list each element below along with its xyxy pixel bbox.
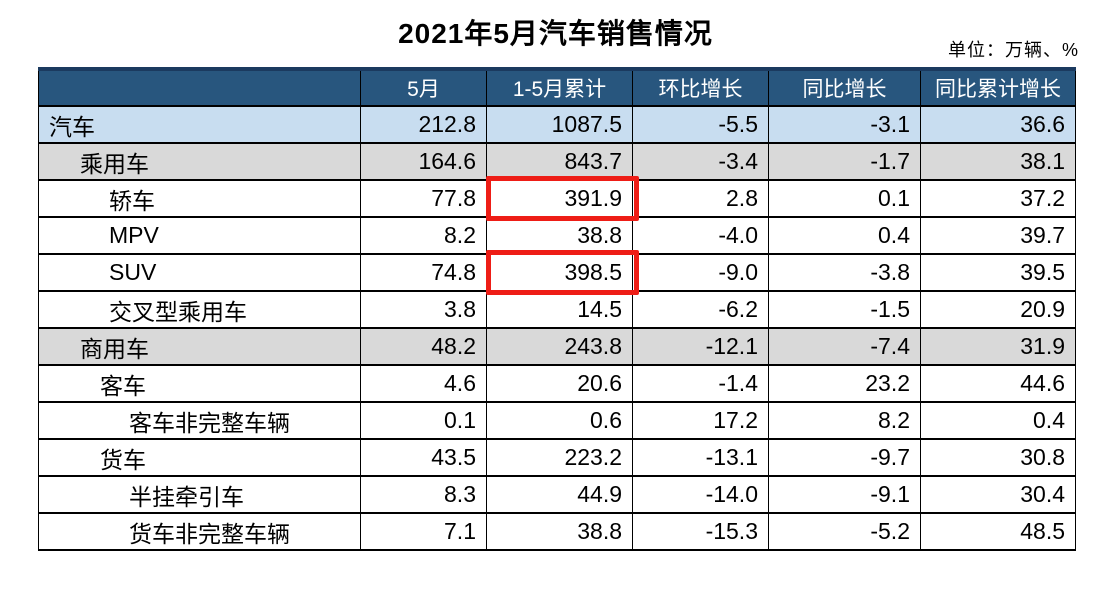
cell-value: 38.1 (920, 142, 1076, 181)
column-header: 环比增长 (632, 68, 769, 107)
cell-value: -15.3 (632, 512, 769, 551)
table-row: MPV 8.2 38.8 -4.0 0.4 39.7 (38, 216, 1076, 255)
cell-value: -9.0 (632, 253, 769, 292)
cell-value: 38.8 (486, 512, 633, 551)
cell-value: 843.7 (486, 142, 633, 181)
cell-value: -7.4 (768, 327, 921, 366)
cell-value: -9.1 (768, 475, 921, 514)
table-row: 乘用车 164.6 843.7 -3.4 -1.7 38.1 (38, 142, 1076, 181)
row-label: 货车非完整车辆 (38, 512, 361, 551)
cell-value: -3.4 (632, 142, 769, 181)
cell-value: 14.5 (486, 290, 633, 329)
row-label: 轿车 (38, 179, 361, 218)
table-row: 汽车 212.8 1087.5 -5.5 -3.1 36.6 (38, 105, 1076, 144)
cell-value: 164.6 (360, 142, 487, 181)
cell-value: 20.9 (920, 290, 1076, 329)
row-label: 汽车 (38, 105, 361, 144)
cell-value: 48.5 (920, 512, 1076, 551)
table-head: 5月 1-5月累计 环比增长 同比增长 同比累计增长 (38, 68, 1076, 107)
table-row: 客车非完整车辆 0.1 0.6 17.2 8.2 0.4 (38, 401, 1076, 440)
cell-value: -9.7 (768, 438, 921, 477)
cell-value: 39.7 (920, 216, 1076, 255)
cell-value: 36.6 (920, 105, 1076, 144)
cell-value: 7.1 (360, 512, 487, 551)
cell-value: 48.2 (360, 327, 487, 366)
row-label: 客车 (38, 364, 361, 403)
cell-value: 44.6 (920, 364, 1076, 403)
cell-value: 8.2 (768, 401, 921, 440)
column-header: 1-5月累计 (486, 68, 633, 107)
cell-value: 0.4 (920, 401, 1076, 440)
cell-value: 43.5 (360, 438, 487, 477)
cell-value: -12.1 (632, 327, 769, 366)
table-row: 货车非完整车辆 7.1 38.8 -15.3 -5.2 48.5 (38, 512, 1076, 551)
cell-value: 30.8 (920, 438, 1076, 477)
cell-value: 0.6 (486, 401, 633, 440)
cell-value: -1.7 (768, 142, 921, 181)
cell-value: 0.1 (360, 401, 487, 440)
unit-note: 单位：万辆、% (947, 40, 1079, 60)
table-row: 商用车 48.2 243.8 -12.1 -7.4 31.9 (38, 327, 1076, 366)
table-row: 交叉型乘用车 3.8 14.5 -6.2 -1.5 20.9 (38, 290, 1076, 329)
row-label: 交叉型乘用车 (38, 290, 361, 329)
cell-value: -5.2 (768, 512, 921, 551)
table-row: 轿车 77.8 391.9 2.8 0.1 37.2 (38, 176, 1076, 221)
cell-value: 17.2 (632, 401, 769, 440)
cell-value: 3.8 (360, 290, 487, 329)
cell-value: -3.1 (768, 105, 921, 144)
cell-value: -1.4 (632, 364, 769, 403)
cell-value: 77.8 (360, 179, 487, 218)
table-row: 货车 43.5 223.2 -13.1 -9.7 30.8 (38, 438, 1076, 477)
cell-value: -4.0 (632, 216, 769, 255)
row-label: MPV (38, 216, 361, 255)
cell-value: 243.8 (486, 327, 633, 366)
cell-value: 8.2 (360, 216, 487, 255)
cell-value: 44.9 (486, 475, 633, 514)
sales-table: 5月 1-5月累计 环比增长 同比增长 同比累计增长 汽车 212.8 1087.5 -5.5… (38, 67, 1076, 551)
row-label: 客车非完整车辆 (38, 401, 361, 440)
cell-value: 223.2 (486, 438, 633, 477)
cell-value: 30.4 (920, 475, 1076, 514)
row-label: SUV (38, 253, 361, 292)
corner-header-cell (38, 68, 361, 107)
cell-value: 2.8 (632, 179, 769, 218)
red-highlight-box (486, 250, 639, 295)
cell-value: -6.2 (632, 290, 769, 329)
cell-value: -1.5 (768, 290, 921, 329)
column-header: 同比增长 (768, 68, 921, 107)
column-header: 同比累计增长 (920, 68, 1076, 107)
cell-value: 212.8 (360, 105, 487, 144)
row-label: 乘用车 (38, 142, 361, 181)
cell-value: -3.8 (768, 253, 921, 292)
column-header: 5月 (360, 68, 487, 107)
table-header-row: 5月 1-5月累计 环比增长 同比增长 同比累计增长 (38, 68, 1076, 107)
cell-value: -13.1 (632, 438, 769, 477)
cell-value: 38.8 (486, 216, 633, 255)
cell-value: 1087.5 (486, 105, 633, 144)
cell-value: 0.1 (768, 179, 921, 218)
row-label: 货车 (38, 438, 361, 477)
row-label: 商用车 (38, 327, 361, 366)
cell-value: 398.5 (486, 250, 639, 295)
page-title: 2021年5月汽车销售情况 (398, 18, 713, 49)
cell-value: 4.6 (360, 364, 487, 403)
table-body: 汽车 212.8 1087.5 -5.5 -3.1 36.6 乘用车 164.6 843.7 -3… (38, 105, 1076, 551)
cell-value: 31.9 (920, 327, 1076, 366)
cell-value: 0.4 (768, 216, 921, 255)
table-row: 客车 4.6 20.6 -1.4 23.2 44.6 (38, 364, 1076, 403)
cell-value: 8.3 (360, 475, 487, 514)
row-label: 半挂牵引车 (38, 475, 361, 514)
cell-value: 23.2 (768, 364, 921, 403)
cell-value: -14.0 (632, 475, 769, 514)
cell-value: 39.5 (920, 253, 1076, 292)
table-row: SUV 74.8 398.5 -9.0 -3.8 39.5 (38, 250, 1076, 295)
red-highlight-box (486, 176, 639, 221)
cell-value: 391.9 (486, 176, 639, 221)
cell-value: 37.2 (920, 179, 1076, 218)
table-row: 半挂牵引车 8.3 44.9 -14.0 -9.1 30.4 (38, 475, 1076, 514)
cell-value: 74.8 (360, 253, 487, 292)
cell-value: 20.6 (486, 364, 633, 403)
cell-value: -5.5 (632, 105, 769, 144)
